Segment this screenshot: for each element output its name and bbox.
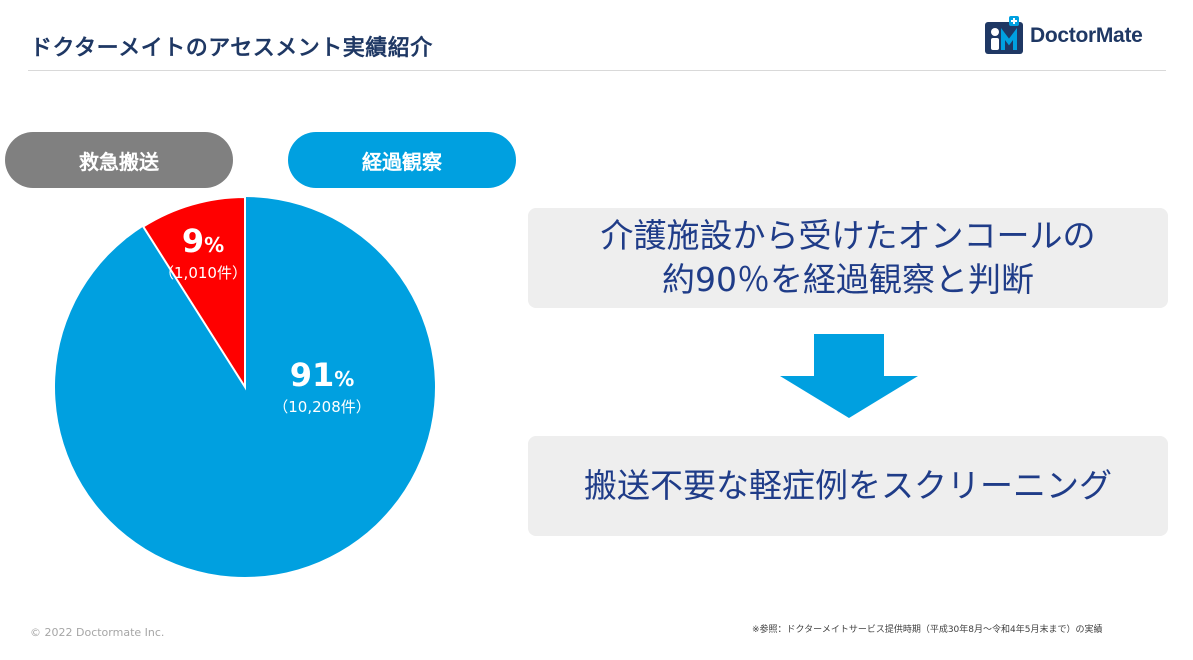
doctormate-logo-icon (985, 16, 1023, 54)
emergency-percent-sign: % (204, 233, 225, 257)
observation-percent: 91 (289, 356, 335, 394)
callout-line-1: 介護施設から受けたオンコールの (600, 216, 1096, 255)
observation-count: （10,208件） (273, 398, 371, 416)
footer-note: ※参照：ドクターメイトサービス提供時期（平成30年8月～令和4年5月末まで）の実… (752, 625, 1103, 635)
logo-text: DoctorMate (1030, 24, 1143, 47)
pie-label-emergency: 9% （1,010件） (148, 222, 258, 283)
pie-chart (55, 195, 436, 578)
legend-emergency: 救急搬送 (5, 132, 233, 188)
emergency-count: （1,010件） (159, 264, 247, 282)
down-arrow-icon (780, 334, 918, 418)
observation-percent-sign: % (334, 367, 355, 391)
title-divider (28, 70, 1166, 71)
pie-label-observation: 91% （10,208件） (252, 356, 392, 417)
pie-slice-emergency (141, 195, 246, 391)
legend-observation: 経過観察 (288, 132, 516, 188)
page-title: ドクターメイトのアセスメント実績紹介 (30, 36, 433, 61)
footer-copyright: © 2022 Doctormate Inc. (30, 626, 165, 639)
callout-box-screening: 搬送不要な軽症例をスクリーニング (528, 436, 1168, 536)
callout-box-result: 介護施設から受けたオンコールの 約90％を経過観察と判断 (528, 208, 1168, 308)
brand-logo: DoctorMate (984, 14, 1143, 58)
emergency-percent: 9 (181, 222, 205, 260)
callout-line-2: 約90％を経過観察と判断 (662, 260, 1034, 299)
